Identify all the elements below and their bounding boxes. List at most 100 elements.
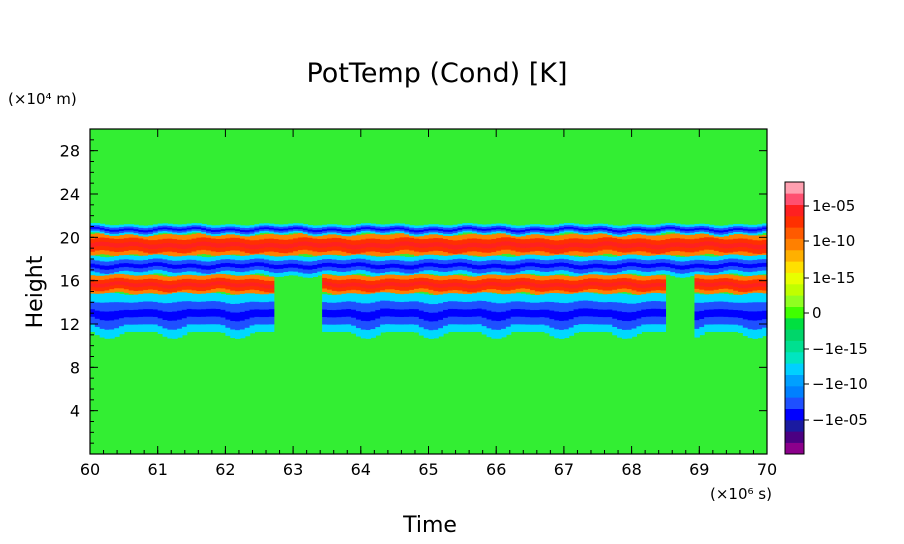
lower-warm-band-cell [549,286,555,291]
mid-cool-band-cell [288,263,294,268]
upper-warm-band-cell [762,239,768,245]
mid-cool-band-cell [326,254,333,260]
lower-cool-band-cell [597,294,604,303]
lower-warm-band-cell [467,288,473,293]
top-cool-edge-cell [351,228,357,232]
lower-cool-band-cell [655,308,662,317]
mid-cool-band-cell [215,255,222,261]
lower-cool-band-cell [389,308,396,317]
lower-cool-band-cell [752,329,758,339]
mid-cool-band-cell [621,270,628,275]
mid-cool-band-cell [273,268,280,274]
mid-cool-band-cell [162,266,168,271]
lower-cool-band-cell [215,323,222,332]
lower-warm-band-cell [481,282,488,287]
upper-warm-band-cell [351,244,357,250]
lower-cool-band-cell [109,320,115,330]
lower-cool-band-cell [94,318,101,327]
mid-cool-band-cell [486,256,492,261]
mid-cool-band-cell [646,255,652,261]
top-cool-edge-cell [607,226,613,230]
mid-cool-band-cell [210,260,217,266]
lower-cool-band-cell [573,316,580,325]
mid-cool-band-cell [351,254,357,260]
mid-cool-band-cell [539,267,546,272]
mid-cool-band-cell [235,271,241,276]
lower-warm-band-cell [104,286,110,291]
upper-warm-band-cell [617,242,623,248]
mid-cool-band-cell [583,260,589,266]
mid-cool-band-cell [447,263,454,268]
mid-cool-band-cell [641,255,647,261]
upper-warm-band-cell [505,232,512,238]
top-cool-edge-cell [573,225,580,228]
lower-warm-band-cell [728,278,734,283]
lower-warm-band-cell [510,278,517,283]
upper-warm-band-cell [675,242,681,247]
upper-warm-band-cell [447,248,454,254]
upper-warm-band-cell [467,251,473,256]
lower-warm-band-cell [109,274,115,279]
mid-cool-band-cell [167,271,173,277]
x-tick-label: 63 [283,460,303,479]
lower-cool-band-cell [162,311,168,320]
lower-warm-band-cell [510,285,517,290]
top-cool-edge-cell [128,224,135,227]
top-cool-edge-cell [384,224,391,227]
lower-cool-band-cell [602,301,609,310]
mid-cool-band-cell [481,272,488,278]
upper-warm-band-cell [559,239,565,245]
lower-cool-band-cell [418,326,425,336]
upper-warm-band-cell [496,241,502,247]
mid-cool-band-cell [428,254,434,259]
mid-cool-band-cell [544,259,550,265]
lower-cool-band-cell [249,301,256,310]
lower-warm-band-cell [94,290,101,295]
top-cool-edge-cell [467,228,473,231]
lower-warm-band-cell [114,277,120,282]
lower-warm-band-cell [90,286,96,291]
lower-cool-band-cell [544,309,550,318]
top-cool-edge-cell [423,232,430,236]
upper-warm-band-cell [172,247,178,253]
lower-cool-band-cell [708,301,715,310]
top-cool-edge-cell [109,233,115,236]
top-cool-edge-cell [297,223,304,226]
top-cool-edge-cell [157,229,164,232]
mid-cool-band-cell [752,271,758,276]
top-cool-edge-cell [660,223,667,226]
lower-cool-band-cell [534,295,541,303]
lower-warm-band-cell [235,290,241,295]
top-cool-edge-cell [133,228,139,232]
top-cool-edge-cell [491,225,497,228]
top-cool-edge-cell [172,224,178,227]
lower-warm-band-cell [554,289,560,294]
top-cool-edge-cell [360,223,367,226]
upper-warm-band-cell [428,238,434,243]
lower-cool-band-cell [90,316,96,325]
mid-cool-band-cell [172,268,178,273]
top-cool-edge-cell [472,229,478,232]
top-cool-edge-cell [433,231,439,235]
upper-warm-band-cell [157,234,164,240]
upper-warm-band-cell [433,246,439,251]
lower-cool-band-cell [515,316,521,325]
top-cool-edge-cell [177,224,183,227]
top-cool-edge-cell [457,225,463,228]
upper-warm-band-cell [646,234,652,240]
mid-cool-band-cell [747,259,754,265]
mid-cool-band-cell [283,271,289,276]
top-cool-edge-cell [317,227,323,230]
top-cool-edge-cell [447,229,454,232]
top-cool-edge-cell [351,230,357,234]
top-cool-edge-cell [665,224,671,227]
lower-cool-band-cell [438,302,444,312]
mid-cool-band-cell [114,259,120,265]
lower-cool-band-cell [505,293,512,303]
lower-cool-band-cell [592,293,599,302]
upper-warm-band-cell [394,242,401,247]
mid-cool-band-cell [607,272,613,278]
upper-warm-band-cell [341,238,347,244]
lower-warm-band-cell [733,275,739,280]
lower-warm-band-cell [742,280,749,285]
